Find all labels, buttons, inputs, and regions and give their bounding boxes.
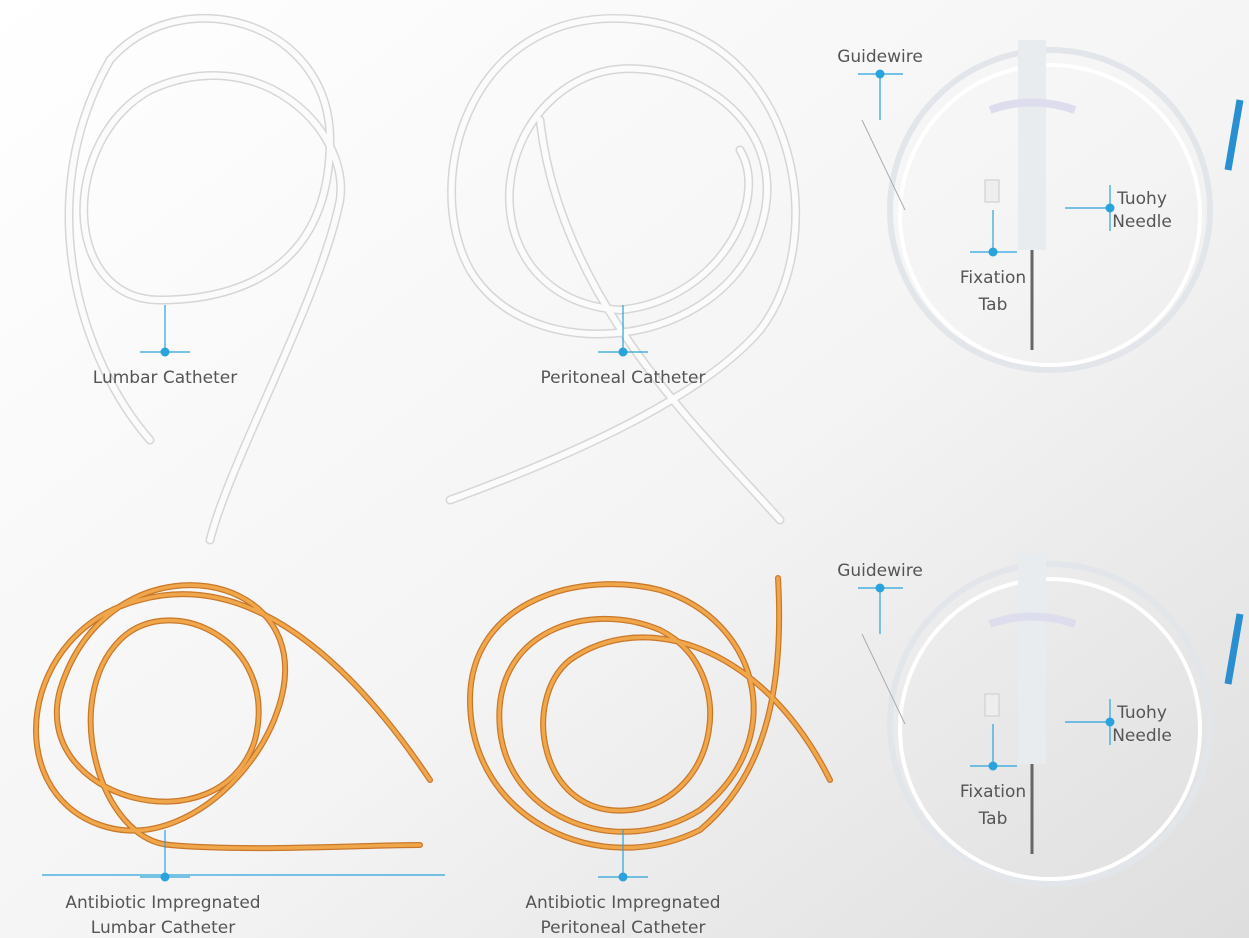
callout-dot: [1105, 717, 1115, 727]
label: Tab: [978, 295, 1008, 315]
callout-dot: [618, 872, 628, 882]
label: Peritoneal Catheter: [541, 368, 706, 388]
label: Tuohy: [1116, 189, 1167, 209]
lumbar-catheter: [64, 13, 346, 545]
label: Fixation: [960, 268, 1026, 288]
label: Needle: [1112, 726, 1172, 746]
callout-dot: [160, 347, 170, 357]
label: Needle: [1112, 212, 1172, 232]
label: Fixation: [960, 782, 1026, 802]
peritoneal-catheter: [445, 13, 800, 525]
callout-dot: [988, 247, 998, 257]
callout-dot: [875, 583, 885, 593]
label: Antibiotic Impregnated: [65, 893, 260, 913]
callout-dot: [875, 69, 885, 79]
kit: [861, 40, 1244, 373]
label: Guidewire: [837, 47, 923, 67]
antibiotic-peritoneal-catheter: [466, 575, 833, 851]
callout-dot: [988, 761, 998, 771]
label: Lumbar Catheter: [93, 368, 237, 388]
label: Peritoneal Catheter: [541, 918, 706, 938]
label: Tuohy: [1116, 703, 1167, 723]
label: Antibiotic Impregnated: [525, 893, 720, 913]
antibiotic-lumbar-catheter: [33, 582, 433, 852]
callout-dot: [1105, 203, 1115, 213]
callout-dot: [618, 347, 628, 357]
label: Tab: [978, 809, 1008, 829]
label: Guidewire: [837, 561, 923, 581]
label: Lumbar Catheter: [91, 918, 235, 938]
kit: [861, 554, 1244, 887]
callout-dot: [160, 872, 170, 882]
